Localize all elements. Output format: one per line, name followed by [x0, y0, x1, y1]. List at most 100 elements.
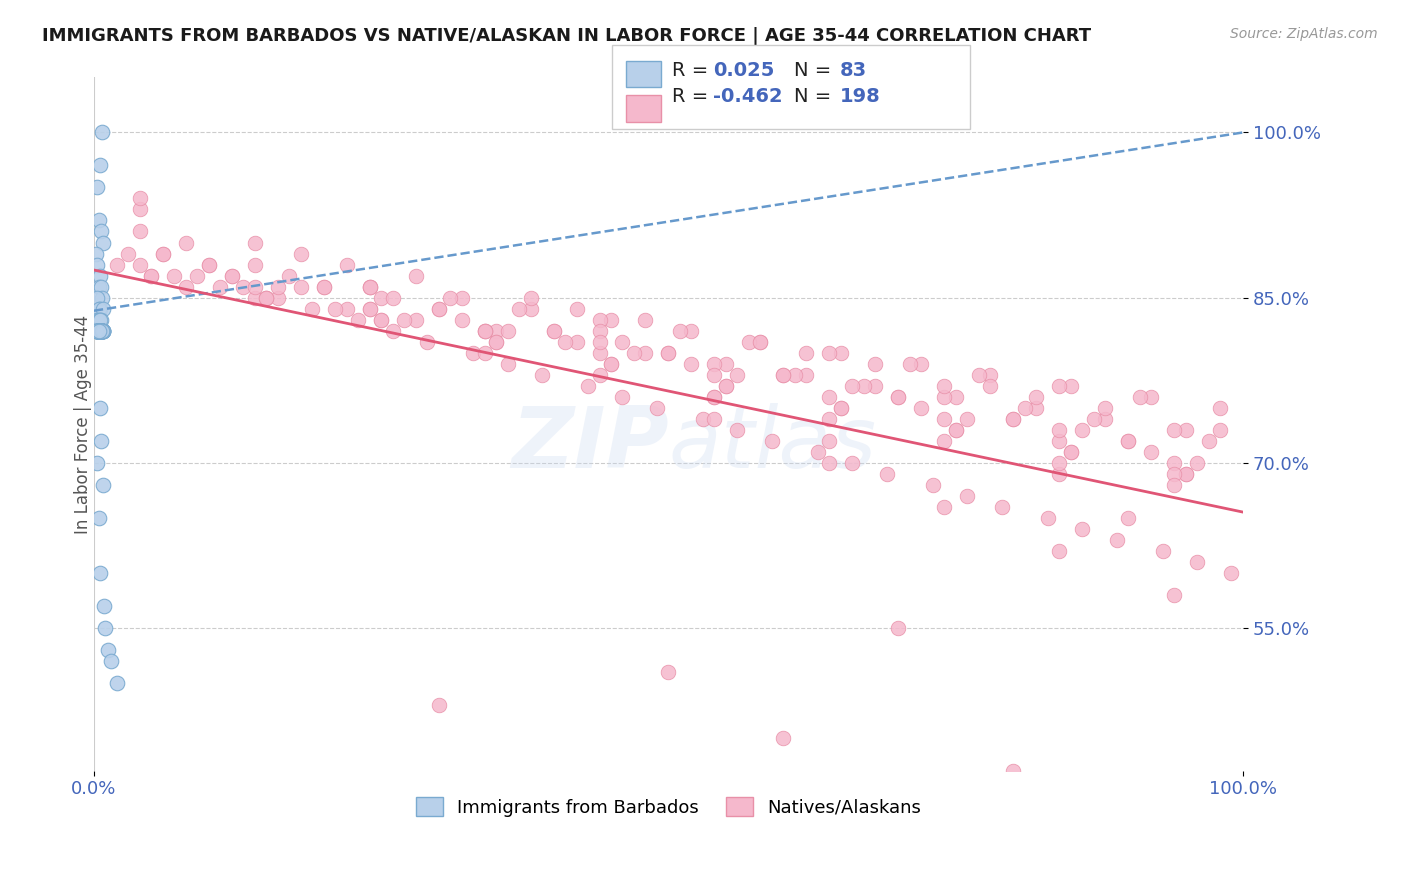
Point	[645, 401, 668, 415]
Point	[405, 268, 427, 283]
Point	[90, 324, 112, 338]
Point	[1047, 378, 1070, 392]
Point	[267, 279, 290, 293]
Point	[738, 334, 761, 349]
Point	[588, 334, 610, 349]
Point	[370, 312, 392, 326]
Text: -0.462: -0.462	[713, 87, 783, 105]
Point	[818, 345, 841, 359]
Point	[86, 324, 108, 338]
Point	[381, 324, 404, 338]
Text: IMMIGRANTS FROM BARBADOS VS NATIVE/ALASKAN IN LABOR FORCE | AGE 35-44 CORRELATIO: IMMIGRANTS FROM BARBADOS VS NATIVE/ALASK…	[42, 27, 1091, 45]
Point	[772, 368, 794, 382]
Point	[86, 324, 108, 338]
Point	[703, 390, 725, 404]
Point	[1174, 467, 1197, 481]
Point	[91, 324, 114, 338]
Point	[818, 456, 841, 470]
Point	[370, 312, 392, 326]
Point	[692, 411, 714, 425]
Point	[830, 401, 852, 415]
Point	[714, 378, 737, 392]
Point	[198, 258, 221, 272]
Point	[910, 401, 932, 415]
Point	[359, 301, 381, 316]
Point	[703, 390, 725, 404]
Point	[105, 258, 128, 272]
Point	[312, 279, 335, 293]
Point	[1163, 467, 1185, 481]
Point	[1185, 555, 1208, 569]
Point	[1116, 434, 1139, 448]
Point	[97, 642, 120, 657]
Point	[359, 301, 381, 316]
Point	[794, 345, 817, 359]
Point	[1025, 390, 1047, 404]
Point	[94, 621, 117, 635]
Point	[1163, 423, 1185, 437]
Point	[91, 235, 114, 250]
Point	[90, 324, 112, 338]
Point	[89, 324, 111, 338]
Point	[90, 324, 112, 338]
Point	[87, 324, 110, 338]
Point	[1002, 764, 1025, 778]
Point	[427, 698, 450, 712]
Point	[221, 268, 243, 283]
Point	[1002, 411, 1025, 425]
Point	[1129, 390, 1152, 404]
Point	[1036, 510, 1059, 524]
Point	[554, 334, 576, 349]
Point	[485, 324, 508, 338]
Point	[865, 357, 887, 371]
Point	[703, 411, 725, 425]
Text: ZIP: ZIP	[510, 403, 668, 486]
Point	[519, 301, 541, 316]
Point	[1209, 401, 1232, 415]
Point	[86, 324, 108, 338]
Point	[865, 378, 887, 392]
Point	[1047, 456, 1070, 470]
Point	[152, 246, 174, 260]
Point	[89, 324, 111, 338]
Text: 83: 83	[839, 61, 866, 79]
Point	[1071, 423, 1094, 437]
Point	[600, 357, 623, 371]
Text: Source: ZipAtlas.com: Source: ZipAtlas.com	[1230, 27, 1378, 41]
Point	[254, 291, 277, 305]
Point	[921, 477, 943, 491]
Point	[934, 500, 956, 514]
Point	[681, 324, 703, 338]
Point	[84, 324, 107, 338]
Point	[543, 324, 565, 338]
Point	[485, 334, 508, 349]
Point	[90, 225, 112, 239]
Point	[634, 312, 657, 326]
Point	[485, 334, 508, 349]
Point	[90, 324, 112, 338]
Point	[876, 467, 898, 481]
Point	[290, 279, 312, 293]
Point	[979, 378, 1001, 392]
Point	[990, 500, 1012, 514]
Point	[89, 159, 111, 173]
Point	[565, 301, 588, 316]
Point	[852, 378, 875, 392]
Point	[312, 279, 335, 293]
Y-axis label: In Labor Force | Age 35-44: In Labor Force | Age 35-44	[75, 315, 91, 533]
Point	[267, 291, 290, 305]
Point	[1047, 543, 1070, 558]
Point	[841, 378, 863, 392]
Point	[427, 301, 450, 316]
Point	[243, 258, 266, 272]
Point	[90, 324, 112, 338]
Text: 0.025: 0.025	[713, 61, 775, 79]
Point	[427, 301, 450, 316]
Point	[1163, 588, 1185, 602]
Point	[634, 345, 657, 359]
Point	[749, 334, 772, 349]
Point	[830, 401, 852, 415]
Point	[91, 324, 114, 338]
Point	[128, 258, 150, 272]
Point	[934, 390, 956, 404]
